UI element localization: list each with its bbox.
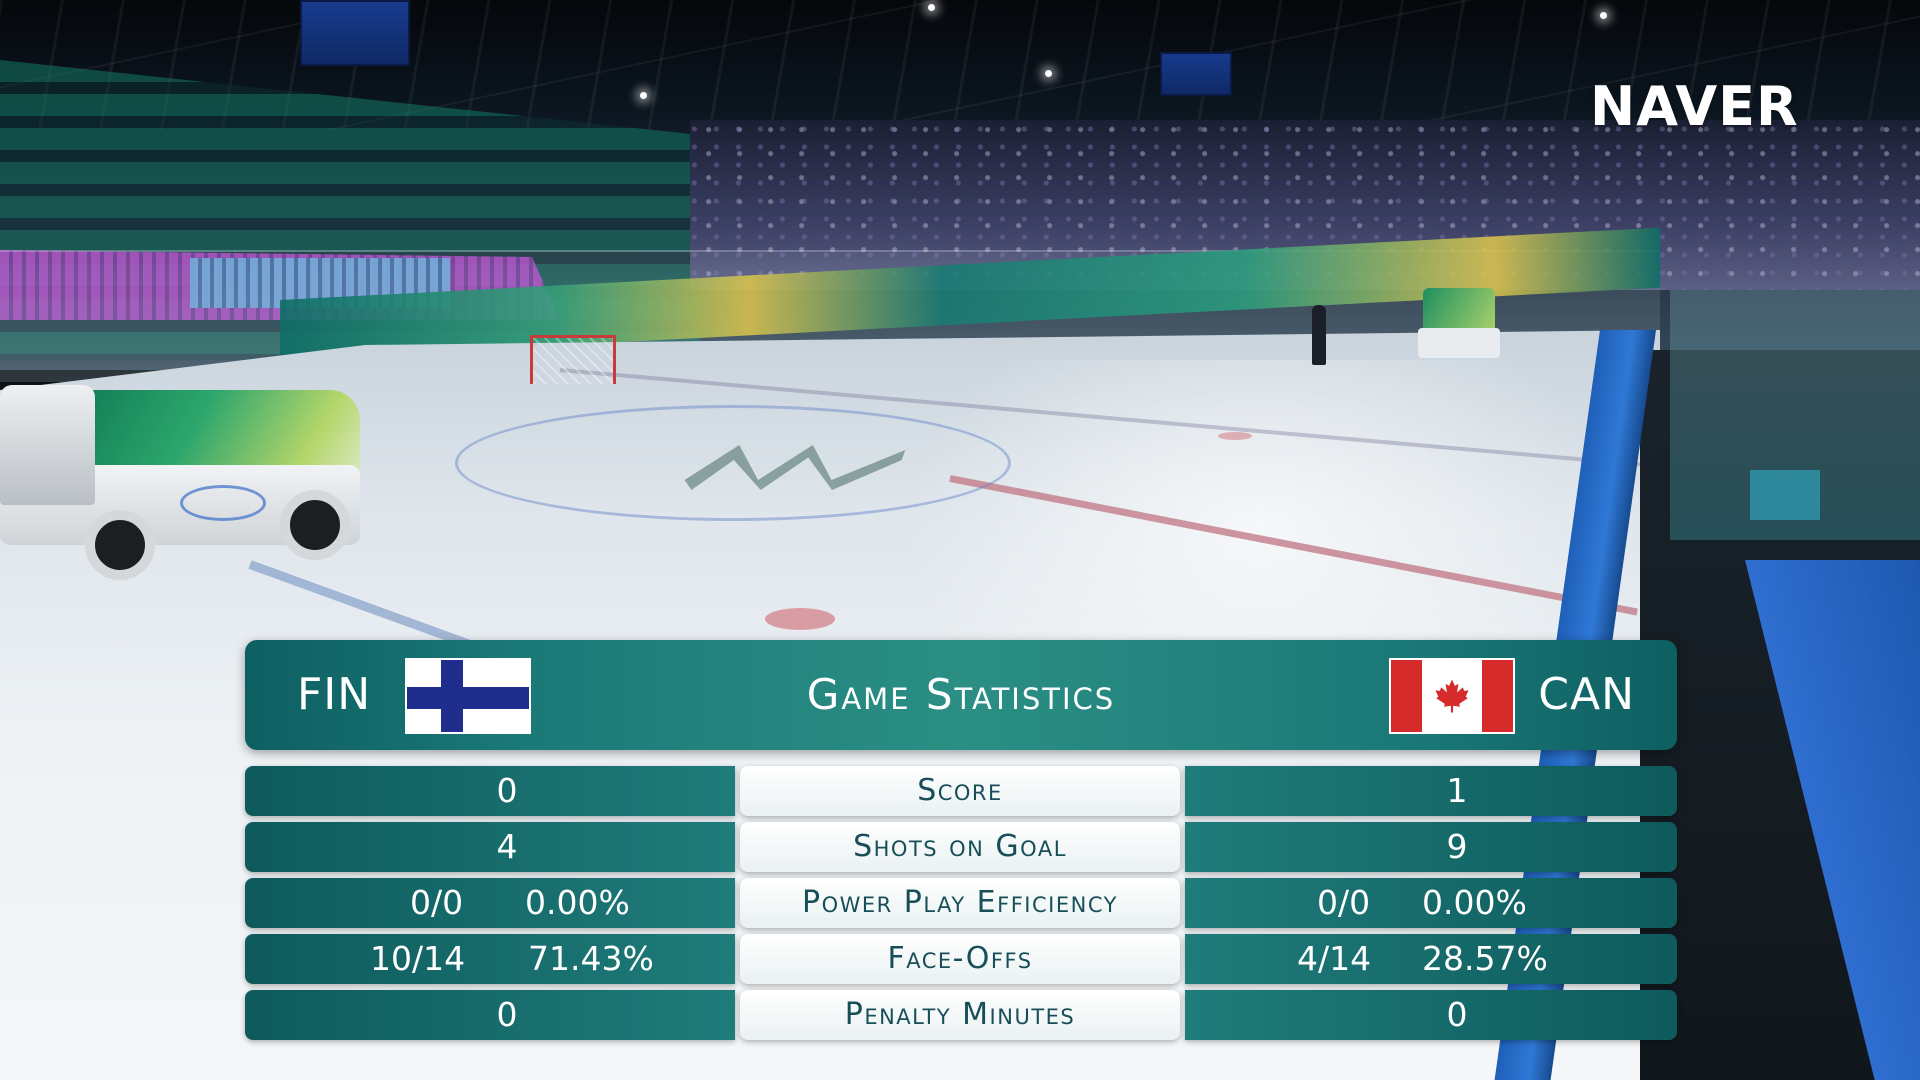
home-power-play-pct: 0.00% bbox=[525, 883, 630, 922]
stat-row-score: 0 Score 1 bbox=[245, 766, 1677, 816]
ice-resurfacer-left bbox=[0, 385, 365, 580]
ice-resurfacer-right bbox=[1418, 288, 1500, 363]
stat-row-penalty-minutes: 0 Penalty Minutes 0 bbox=[245, 990, 1677, 1040]
wheel bbox=[85, 510, 155, 580]
roof-light bbox=[1600, 12, 1607, 19]
home-shots: 4 bbox=[496, 827, 518, 866]
away-score: 1 bbox=[1446, 771, 1468, 810]
home-stat-cell: 4 bbox=[245, 822, 735, 872]
resurfacer-body bbox=[1423, 288, 1495, 333]
home-score: 0 bbox=[496, 771, 518, 810]
bench-supplies bbox=[1750, 470, 1820, 520]
maple-leaf-icon bbox=[1435, 679, 1469, 713]
home-stat-cell: 10/14 71.43% bbox=[245, 934, 735, 984]
stat-label: Power Play Efficiency bbox=[740, 878, 1180, 928]
stats-panel-header: Game Statistics FIN CAN bbox=[245, 640, 1677, 750]
stat-row-face-offs: 10/14 71.43% Face-Offs 4/14 28.57% bbox=[245, 934, 1677, 984]
faceoff-dot bbox=[1218, 432, 1252, 440]
away-face-offs: 4/14 bbox=[1297, 939, 1372, 978]
away-power-play: 0/0 bbox=[1317, 883, 1371, 922]
stat-label: Score bbox=[740, 766, 1180, 816]
stat-row-power-play: 0/0 0.00% Power Play Efficiency 0/0 0.00… bbox=[245, 878, 1677, 928]
faceoff-dot bbox=[765, 608, 835, 630]
finland-flag-icon bbox=[405, 658, 531, 734]
roof-light bbox=[640, 92, 647, 99]
away-stat-cell: 9 bbox=[1185, 822, 1677, 872]
away-stat-cell: 1 bbox=[1185, 766, 1677, 816]
official-figure bbox=[1312, 305, 1326, 365]
away-team-code: CAN bbox=[1538, 669, 1635, 720]
away-face-offs-pct: 28.57% bbox=[1422, 939, 1548, 978]
away-stat-cell: 0 bbox=[1185, 990, 1677, 1040]
hockey-goal bbox=[530, 335, 616, 384]
home-face-offs: 10/14 bbox=[370, 939, 466, 978]
away-stat-cell: 0/0 0.00% bbox=[1185, 878, 1677, 928]
arena-scoreboard-screen bbox=[1160, 52, 1232, 96]
stat-label: Shots on Goal bbox=[740, 822, 1180, 872]
home-stat-cell: 0 bbox=[245, 766, 735, 816]
home-power-play: 0/0 bbox=[410, 883, 464, 922]
stat-row-shots-on-goal: 4 Shots on Goal 9 bbox=[245, 822, 1677, 872]
home-penalty-minutes: 0 bbox=[496, 995, 518, 1034]
stat-label: Penalty Minutes bbox=[740, 990, 1180, 1040]
resurfacer-lower bbox=[1418, 328, 1500, 358]
home-face-offs-pct: 71.43% bbox=[528, 939, 654, 978]
home-stat-cell: 0 bbox=[245, 990, 735, 1040]
center-ice-circle bbox=[455, 405, 1011, 521]
home-team-code: FIN bbox=[297, 669, 372, 720]
away-stat-cell: 4/14 28.57% bbox=[1185, 934, 1677, 984]
wheel bbox=[280, 490, 350, 560]
canada-flag-icon bbox=[1389, 658, 1515, 734]
away-power-play-pct: 0.00% bbox=[1422, 883, 1527, 922]
arena-scoreboard-screen bbox=[300, 0, 410, 66]
resurfacer-cab bbox=[0, 385, 95, 505]
olympic-rings-icon bbox=[180, 485, 266, 521]
away-shots: 9 bbox=[1446, 827, 1468, 866]
broadcaster-logo: NAVER bbox=[1590, 75, 1799, 138]
stat-label: Face-Offs bbox=[740, 934, 1180, 984]
away-penalty-minutes: 0 bbox=[1446, 995, 1468, 1034]
roof-light bbox=[928, 4, 935, 11]
panel-title: Game Statistics bbox=[806, 670, 1116, 719]
roof-light bbox=[1045, 70, 1052, 77]
home-stat-cell: 0/0 0.00% bbox=[245, 878, 735, 928]
